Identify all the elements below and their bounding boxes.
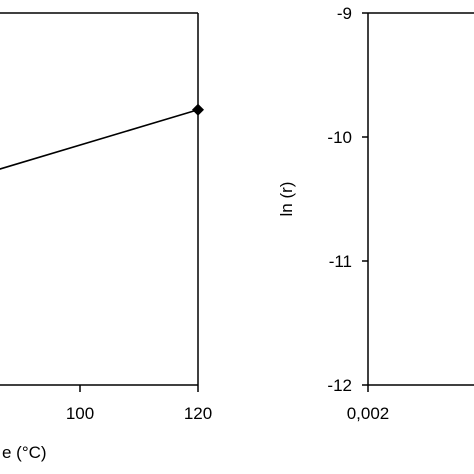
left-chart-plot-area	[0, 103, 204, 170]
left-chart-x-tick-label-120: 120	[184, 404, 212, 423]
right-chart-y-tick-label-minus10: -10	[327, 128, 352, 147]
right-chart: -9 -10 -11 -12 0,002 ln (r)	[277, 4, 474, 423]
left-chart-x-tick-label-100: 100	[66, 404, 94, 423]
left-chart-x-axis-title: e (°C)	[2, 443, 47, 462]
left-chart-data-point-diamond	[192, 103, 204, 116]
right-chart-y-tick-label-minus11: -11	[329, 252, 352, 271]
left-chart-series-line	[0, 108, 199, 170]
left-chart: 100 120 e (°C)	[0, 12, 212, 462]
right-chart-y-axis-title: ln (r)	[277, 182, 296, 217]
right-chart-y-tick-label-minus12: -12	[327, 376, 352, 395]
right-chart-x-tick-label-0002: 0,002	[347, 404, 390, 423]
right-chart-y-tick-label-minus9: -9	[337, 4, 352, 23]
